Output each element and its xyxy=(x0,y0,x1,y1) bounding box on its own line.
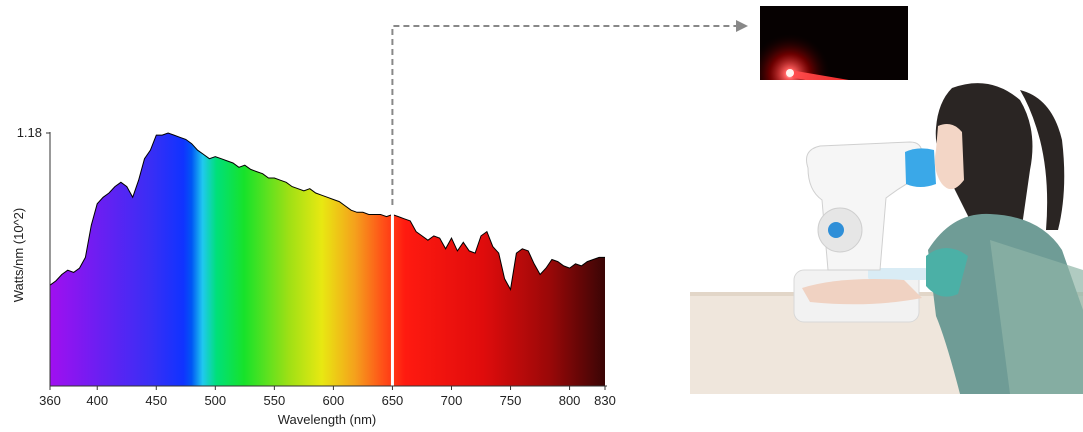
x-tick-label: 400 xyxy=(86,393,108,408)
x-axis-title: Wavelength (nm) xyxy=(278,412,377,427)
child-eye-device-image xyxy=(690,80,1083,394)
connector-arrow xyxy=(391,20,748,205)
x-tick-label: 450 xyxy=(145,393,167,408)
x-tick-label: 360 xyxy=(39,393,61,408)
x-tick-label: 700 xyxy=(441,393,463,408)
child-using-eye-device-icon xyxy=(690,80,1083,394)
spectrum-outline xyxy=(49,132,605,292)
y-axis-title: Watts/nm (10^2) xyxy=(11,208,26,302)
connector-line xyxy=(391,25,736,205)
x-tick-label: 750 xyxy=(500,393,522,408)
x-tick-label: 800 xyxy=(559,393,581,408)
x-tick-label: 650 xyxy=(382,393,404,408)
x-tick-label: 600 xyxy=(323,393,345,408)
x-tick-label: 550 xyxy=(264,393,286,408)
x-tick-label: 500 xyxy=(204,393,226,408)
wavelength-marker xyxy=(390,212,394,386)
x-tick-label: 830 xyxy=(594,393,616,408)
spectrum-area xyxy=(50,133,605,386)
arrowhead-icon xyxy=(736,20,748,32)
y-tick-label: 1.18 xyxy=(17,125,42,140)
